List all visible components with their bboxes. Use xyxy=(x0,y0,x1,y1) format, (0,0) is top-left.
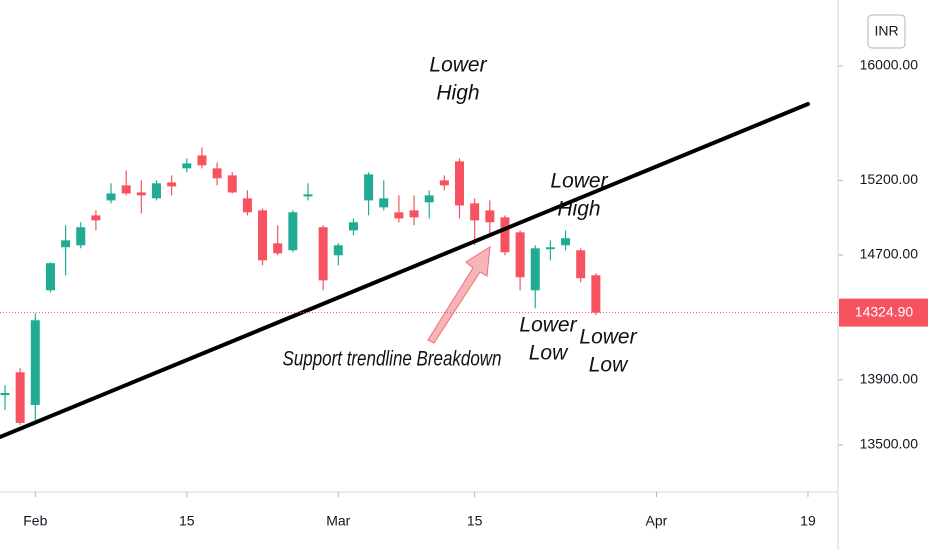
candle-body xyxy=(500,217,510,253)
arrow xyxy=(427,246,491,344)
candle-body xyxy=(30,320,40,405)
y-tick-label: 13900.00 xyxy=(860,371,919,387)
annotation: Support trendline Breakdown xyxy=(283,348,502,371)
candle-body xyxy=(515,232,525,278)
candle-body xyxy=(258,210,268,261)
candle-body xyxy=(212,168,222,179)
y-tick-label: 15200.00 xyxy=(860,171,919,187)
candle-body xyxy=(455,161,464,206)
candle-body xyxy=(45,263,55,291)
x-tick-label: 19 xyxy=(800,513,816,529)
currency-label: INR xyxy=(874,23,898,39)
last-price-label: 14324.90 xyxy=(855,303,914,319)
x-tick-label: 15 xyxy=(467,513,483,529)
candle-body xyxy=(424,195,434,203)
candle-body xyxy=(136,192,146,196)
candle-body xyxy=(364,174,374,201)
candle-body xyxy=(318,227,328,281)
annotation: Low xyxy=(529,342,569,365)
candle-body xyxy=(91,215,101,221)
candle-body xyxy=(591,275,601,313)
last-price-tag xyxy=(839,298,928,327)
candle-body xyxy=(167,182,177,187)
candle-body xyxy=(273,243,283,254)
annotation: Lower xyxy=(550,170,608,193)
currency-box[interactable] xyxy=(867,14,906,49)
candle-body xyxy=(485,210,495,223)
annotation: Lower xyxy=(519,314,577,337)
y-tick-label: 13500.00 xyxy=(860,436,919,452)
candle-body xyxy=(0,392,10,396)
x-tick-label: Mar xyxy=(326,513,350,529)
candle-body xyxy=(470,203,480,221)
candle-body xyxy=(106,193,116,201)
y-tick-label: 14700.00 xyxy=(860,246,919,262)
candle-body xyxy=(288,212,298,251)
candle-body xyxy=(197,155,207,166)
candle-body xyxy=(242,198,252,213)
candle-body xyxy=(121,185,131,194)
trendline xyxy=(0,102,810,439)
annotation: Lower xyxy=(579,326,637,349)
annotation: Low xyxy=(589,354,629,377)
candle-body xyxy=(576,250,586,279)
candle-body xyxy=(409,210,419,218)
candle-body xyxy=(439,180,449,186)
candle-body xyxy=(348,222,358,231)
y-tick-label: 16000.00 xyxy=(860,57,919,73)
candle-body xyxy=(182,163,192,169)
candle-body xyxy=(15,372,25,423)
x-tick-label: Feb xyxy=(23,513,47,529)
candle-body xyxy=(152,183,161,199)
annotation: High xyxy=(436,82,479,105)
candle-body xyxy=(303,194,313,197)
x-tick-label: Apr xyxy=(646,513,668,529)
candle-body xyxy=(76,227,86,246)
x-tick-label: 15 xyxy=(179,513,195,529)
candle-body xyxy=(530,248,540,291)
candle-body xyxy=(333,245,343,256)
plot xyxy=(0,147,601,425)
candle-body xyxy=(227,175,237,193)
candle-body xyxy=(545,247,555,250)
candle-body xyxy=(61,240,71,248)
candle-body xyxy=(561,238,571,246)
candle-body xyxy=(379,198,389,208)
annotation: Lower xyxy=(429,54,487,77)
candle-body xyxy=(394,212,404,219)
annotation: High xyxy=(557,198,600,221)
